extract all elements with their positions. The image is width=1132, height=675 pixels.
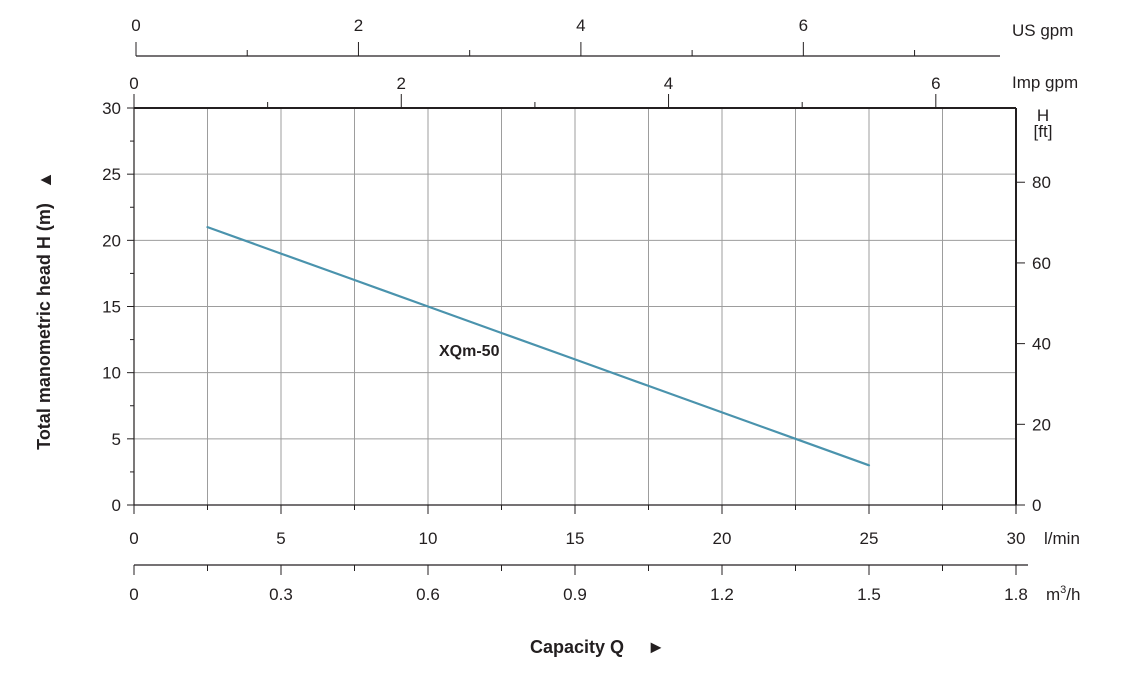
top-imp-tick-label: 2 (397, 74, 406, 93)
y-tick-label: 30 (102, 99, 121, 118)
x-secondary-tick-label: 1.8 (1004, 585, 1028, 604)
x-tick-label: 10 (419, 529, 438, 548)
x-secondary-tick-label: 0.9 (563, 585, 587, 604)
top-imp-unit-label: Imp gpm (1012, 73, 1078, 92)
y-right-tick-label: 20 (1032, 415, 1051, 434)
y-axis-arrow-icon: ▲ (35, 171, 55, 189)
y-axis-title: Total manometric head H (m) (34, 203, 54, 450)
x-secondary-tick-label: 0 (129, 585, 138, 604)
y-right-tick-label: 0 (1032, 496, 1041, 515)
y-tick-label: 15 (102, 298, 121, 317)
top-imp-tick-label: 6 (931, 74, 940, 93)
x-secondary-unit-label: m3/h (1046, 584, 1080, 604)
x-tick-label: 5 (276, 529, 285, 548)
top-us-tick-label: 4 (576, 16, 585, 35)
y-right-unit-ft: [ft] (1034, 122, 1053, 141)
y-tick-label: 25 (102, 165, 121, 184)
y-right-unit-h: H (1037, 106, 1049, 125)
series-label: XQm-50 (439, 343, 500, 360)
x-tick-label: 0 (129, 529, 138, 548)
x-secondary-tick-label: 1.2 (710, 585, 734, 604)
top-imp-tick-label: 4 (664, 74, 673, 93)
x-tick-label: 15 (566, 529, 585, 548)
y-tick-label: 0 (112, 496, 121, 515)
x-secondary-tick-label: 0.3 (269, 585, 293, 604)
top-us-unit-label: US gpm (1012, 21, 1073, 40)
x-axis-title: Capacity Q (530, 637, 624, 657)
y-right-tick-label: 40 (1032, 335, 1051, 354)
top-us-tick-label: 2 (354, 16, 363, 35)
top-us-tick-label: 6 (799, 16, 808, 35)
y-tick-label: 10 (102, 364, 121, 383)
top-us-tick-label: 0 (131, 16, 140, 35)
y-right-tick-label: 60 (1032, 254, 1051, 273)
x-unit-label: l/min (1044, 529, 1080, 548)
x-tick-label: 25 (860, 529, 879, 548)
y-tick-label: 20 (102, 231, 121, 250)
top-imp-tick-label: 0 (129, 74, 138, 93)
series-line (206, 226, 871, 467)
y-right-tick-label: 80 (1032, 173, 1051, 192)
x-tick-label: 20 (713, 529, 732, 548)
y-tick-label: 5 (112, 430, 121, 449)
x-tick-label: 30 (1007, 529, 1026, 548)
x-secondary-tick-label: 0.6 (416, 585, 440, 604)
x-axis-arrow-icon: ► (647, 637, 665, 657)
x-secondary-tick-label: 1.5 (857, 585, 881, 604)
